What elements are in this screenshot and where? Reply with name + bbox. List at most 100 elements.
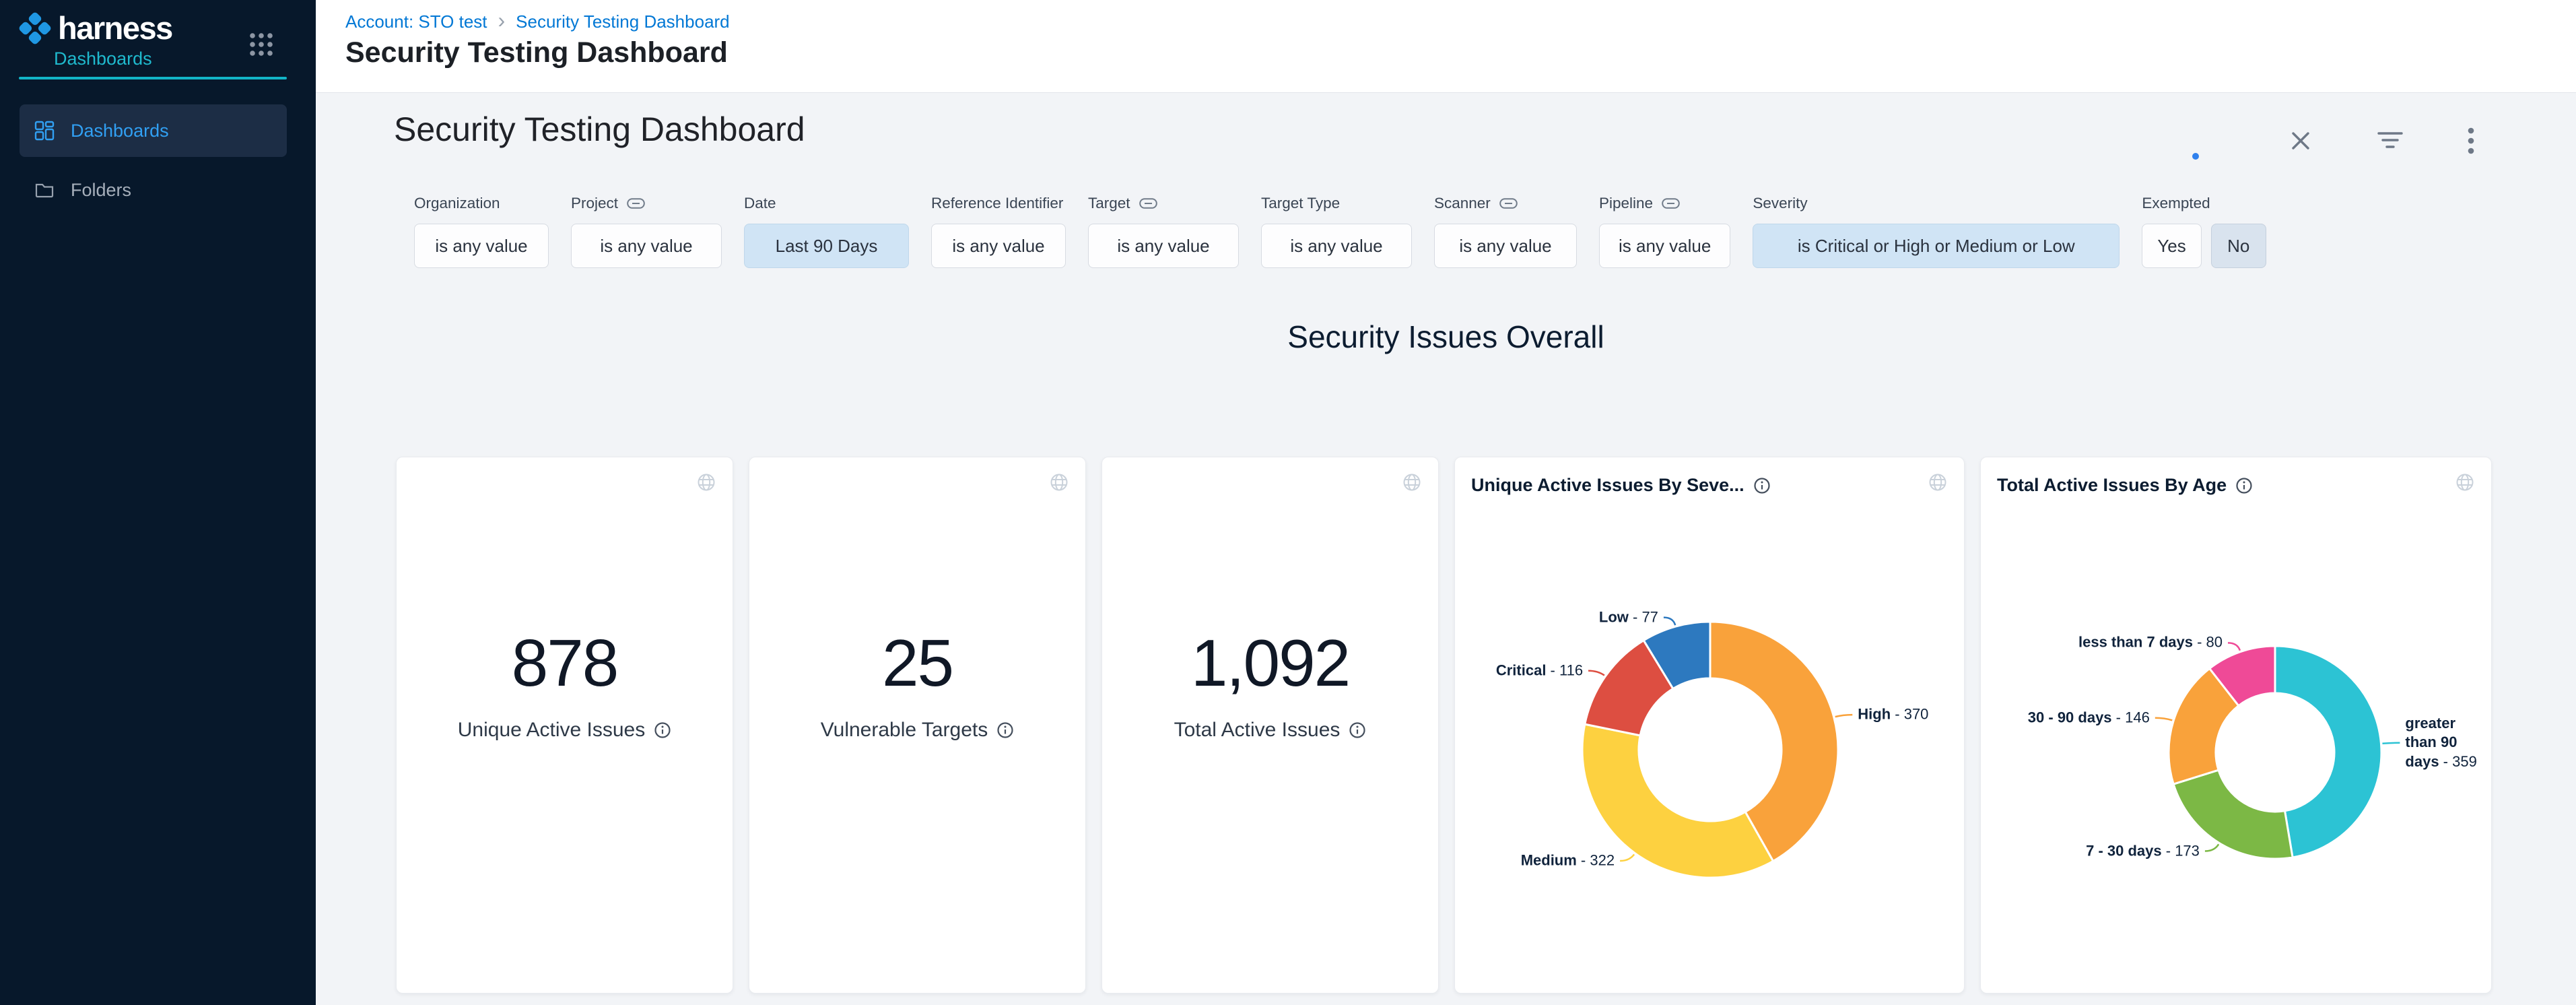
close-icon[interactable]: [2288, 128, 2313, 154]
module-label: Dashboards: [54, 48, 152, 69]
kebab-menu-icon[interactable]: [2467, 126, 2475, 156]
filter-severity: Severity is Critical or High or Medium o…: [1753, 195, 2120, 268]
chart-title: Unique Active Issues By Seve...: [1471, 475, 1771, 496]
filter-value-date[interactable]: Last 90 Days: [744, 224, 909, 268]
filter-exempted: Exempted Yes No: [2142, 195, 2266, 268]
donut-connector: [1835, 713, 1853, 718]
donut-label: greater than 90 days - 359: [2405, 714, 2477, 771]
donut-chart[interactable]: [1981, 457, 2492, 994]
donut-connector: [2204, 843, 2220, 852]
filter-label: Severity: [1753, 195, 1808, 212]
donut-label: 7 - 30 days - 173: [2086, 842, 2200, 860]
filter-label: Organization: [414, 195, 500, 212]
stat-card-total-active-issues: 1,092 Total Active Issues: [1101, 457, 1439, 994]
sidebar-nav: Dashboards Folders: [20, 104, 287, 223]
info-icon[interactable]: [2235, 477, 2253, 494]
globe-icon[interactable]: [1049, 472, 1069, 492]
exempted-no-button[interactable]: No: [2210, 224, 2266, 268]
dashboards-icon: [34, 121, 55, 141]
filter-bar: Organization is any value Project is any…: [414, 195, 2266, 268]
filter-value-severity[interactable]: is Critical or High or Medium or Low: [1753, 224, 2120, 268]
globe-icon[interactable]: [2455, 472, 2475, 492]
tiles-row: 878 Unique Active Issues 25 Vulnerable T…: [396, 457, 2492, 994]
pointer-dot: [2192, 153, 2199, 160]
chart-card-total-issues-by-age: Total Active Issues By Age greater than …: [1980, 457, 2492, 994]
stat-label: Unique Active Issues: [397, 719, 733, 742]
donut-connector: [1663, 616, 1676, 626]
globe-icon[interactable]: [1928, 472, 1948, 492]
filter-value-scanner[interactable]: is any value: [1434, 224, 1577, 268]
sidebar-item-folders[interactable]: Folders: [20, 169, 287, 211]
filter-value-pipeline[interactable]: is any value: [1599, 224, 1731, 268]
breadcrumb-account-link[interactable]: Account: STO test: [345, 11, 487, 32]
sidebar: harness Dashboards Dashboards Folders: [0, 0, 316, 1005]
stat-value: 25: [881, 626, 954, 700]
info-icon[interactable]: [654, 721, 671, 739]
module-underline: [19, 77, 287, 79]
filter-scanner: Scanner is any value: [1434, 195, 1577, 268]
link-icon: [627, 198, 645, 209]
filter-value-reference-identifier[interactable]: is any value: [931, 224, 1066, 268]
filter-value-organization[interactable]: is any value: [414, 224, 549, 268]
filter-value-target-type[interactable]: is any value: [1261, 224, 1412, 268]
donut-chart[interactable]: [1455, 457, 1965, 994]
donut-label: less than 7 days - 80: [2078, 634, 2223, 651]
dashboard-panel-title: Security Testing Dashboard: [394, 110, 805, 148]
app-switcher-icon[interactable]: [248, 31, 275, 58]
sidebar-item-dashboards[interactable]: Dashboards: [20, 104, 287, 157]
folder-icon: [35, 183, 54, 198]
brand-name: harness: [58, 10, 173, 46]
donut-label: Medium - 322: [1520, 851, 1615, 869]
donut-connector: [1620, 853, 1635, 862]
filter-pipeline: Pipeline is any value: [1599, 195, 1731, 268]
stat-label: Vulnerable Targets: [749, 719, 1085, 742]
donut-slice-less than 7 days[interactable]: [2208, 645, 2276, 707]
filter-reference-identifier: Reference Identifier is any value: [931, 195, 1066, 268]
donut-connector: [1588, 670, 1605, 676]
filter-project: Project is any value: [571, 195, 722, 268]
filter-organization: Organization is any value: [414, 195, 549, 268]
donut-connector: [2382, 742, 2400, 744]
breadcrumb-dashboard-link[interactable]: Security Testing Dashboard: [516, 11, 730, 32]
filter-date: Date Last 90 Days: [744, 195, 909, 268]
filter-target: Target is any value: [1088, 195, 1239, 268]
info-icon[interactable]: [996, 721, 1014, 739]
filter-target-type: Target Type is any value: [1261, 195, 1412, 268]
filter-icon[interactable]: [2375, 129, 2405, 152]
donut-slice-Medium[interactable]: [1581, 723, 1775, 879]
filter-label: Pipeline: [1599, 195, 1654, 212]
chart-card-unique-issues-by-severity: Unique Active Issues By Seve... High - 3…: [1454, 457, 1965, 994]
filter-value-project[interactable]: is any value: [571, 224, 722, 268]
link-icon: [1139, 198, 1157, 209]
top-header: Account: STO test › Security Testing Das…: [316, 0, 2576, 93]
donut-label: Low - 77: [1598, 608, 1658, 626]
filter-label: Target Type: [1261, 195, 1341, 212]
harness-logo-icon: [19, 12, 51, 44]
info-icon[interactable]: [1349, 721, 1366, 739]
donut-slice-greater than 90 days[interactable]: [2274, 645, 2383, 859]
filter-label: Scanner: [1434, 195, 1491, 212]
donut-canvas: greater than 90 days - 359 7 - 30 days - …: [1981, 457, 2491, 993]
donut-slice-Low[interactable]: [1642, 620, 1711, 690]
info-icon[interactable]: [1753, 477, 1771, 494]
donut-label: Critical - 116: [1495, 661, 1584, 679]
exempted-yes-button[interactable]: Yes: [2142, 224, 2202, 268]
donut-slice-30 - 90 days[interactable]: [2167, 667, 2240, 785]
dashboard-toolbar: [2288, 126, 2475, 156]
donut-slice-7 - 30 days[interactable]: [2172, 769, 2294, 860]
globe-icon[interactable]: [696, 472, 716, 492]
stat-label: Total Active Issues: [1102, 719, 1438, 742]
donut-slice-High[interactable]: [1709, 620, 1839, 863]
harness-logo[interactable]: harness: [18, 9, 173, 46]
chart-title: Total Active Issues By Age: [1997, 475, 2253, 496]
sidebar-item-label: Folders: [71, 179, 132, 200]
globe-icon[interactable]: [1402, 472, 1422, 492]
stat-card-unique-active-issues: 878 Unique Active Issues: [396, 457, 733, 994]
chevron-right-icon: ›: [498, 8, 506, 32]
donut-canvas: High - 370 Medium - 322 Critical - 116 Low …: [1455, 457, 1964, 993]
dashboard-content: Security Testing Dashboard Organization …: [316, 94, 2576, 1005]
filter-value-target[interactable]: is any value: [1088, 224, 1239, 268]
filter-label: Project: [571, 195, 619, 212]
donut-connector: [2227, 642, 2241, 651]
page-title: Security Testing Dashboard: [345, 36, 728, 69]
